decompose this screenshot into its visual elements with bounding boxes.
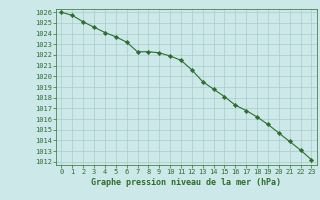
X-axis label: Graphe pression niveau de la mer (hPa): Graphe pression niveau de la mer (hPa)	[92, 178, 281, 187]
